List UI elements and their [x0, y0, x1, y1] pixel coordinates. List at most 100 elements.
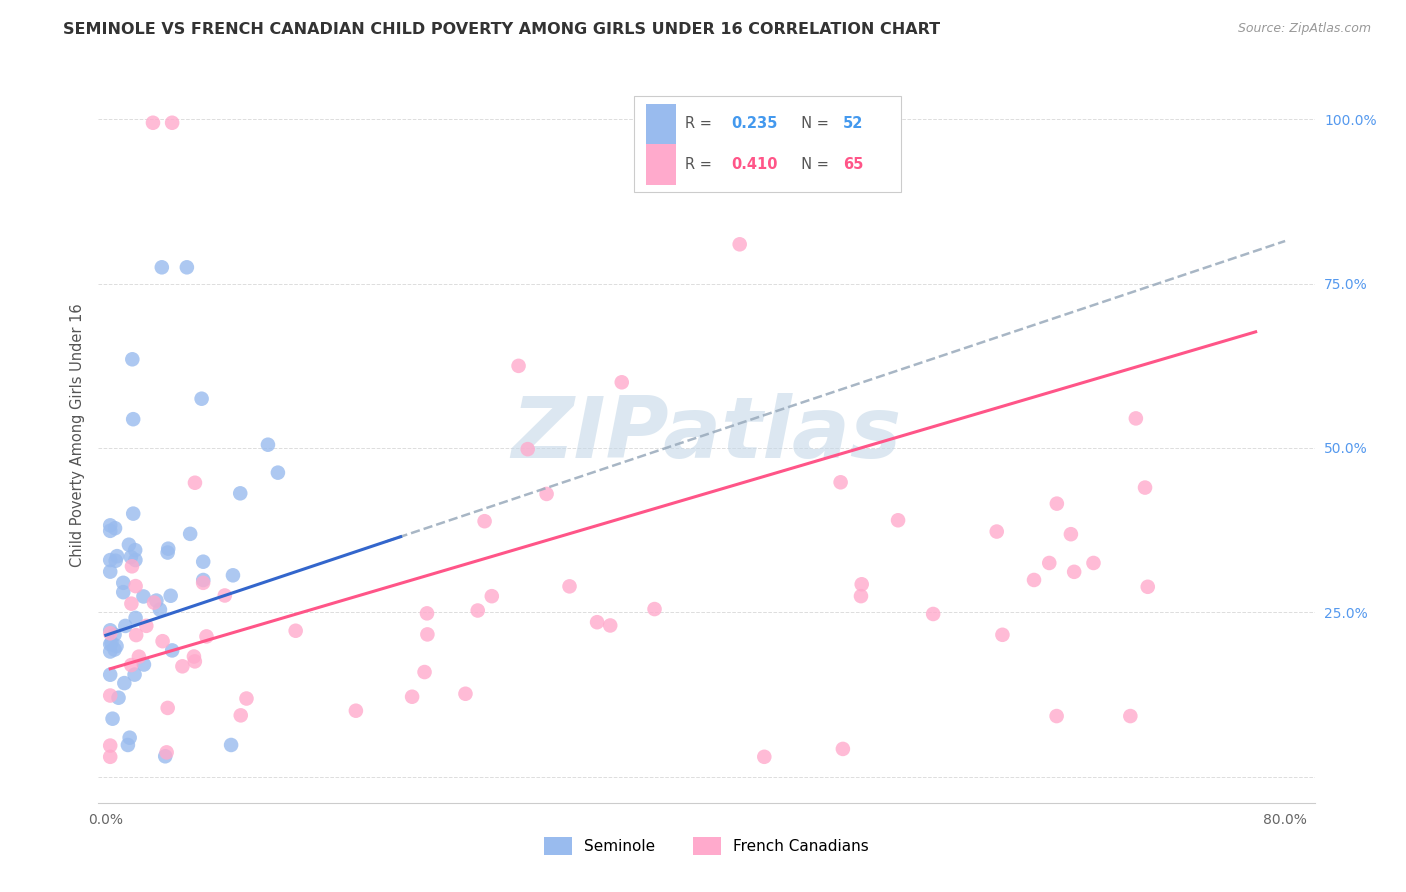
French Canadians [830, 475, 852, 490]
Seminole [118, 538, 141, 552]
French Canadians [1136, 580, 1159, 594]
French Canadians [143, 596, 166, 610]
French Canadians [401, 690, 423, 704]
French Canadians [1038, 556, 1060, 570]
French Canadians [849, 589, 872, 603]
Seminole [120, 549, 142, 564]
French Canadians [124, 579, 146, 593]
French Canadians [125, 628, 148, 642]
Text: R =: R = [685, 156, 716, 171]
Seminole [155, 749, 177, 764]
French Canadians [191, 575, 214, 590]
Seminole [124, 553, 146, 567]
French Canadians [754, 749, 776, 764]
French Canadians [1119, 709, 1142, 723]
Seminole [98, 637, 121, 651]
French Canadians [481, 589, 503, 603]
Text: 0.235: 0.235 [731, 116, 778, 131]
Seminole [160, 643, 183, 657]
French Canadians [467, 603, 489, 617]
Seminole [229, 486, 252, 500]
Text: 65: 65 [842, 156, 863, 171]
Text: SEMINOLE VS FRENCH CANADIAN CHILD POVERTY AMONG GIRLS UNDER 16 CORRELATION CHART: SEMINOLE VS FRENCH CANADIAN CHILD POVERT… [63, 22, 941, 37]
Seminole [124, 543, 146, 558]
French Canadians [120, 658, 142, 673]
Text: 0.410: 0.410 [731, 156, 778, 171]
French Canadians [851, 577, 873, 591]
French Canadians [214, 589, 236, 603]
Seminole [145, 593, 167, 607]
French Canadians [831, 742, 853, 756]
French Canadians [98, 739, 121, 753]
French Canadians [128, 649, 150, 664]
Seminole [104, 521, 127, 535]
Seminole [98, 667, 121, 681]
Seminole [132, 657, 155, 672]
Seminole [105, 639, 128, 653]
French Canadians [135, 619, 157, 633]
Seminole [117, 738, 139, 752]
French Canadians [156, 745, 179, 759]
French Canadians [184, 654, 207, 668]
French Canadians [120, 597, 142, 611]
French Canadians [152, 634, 174, 648]
Seminole [98, 518, 121, 533]
Seminole [114, 619, 136, 633]
Seminole [112, 676, 135, 690]
Text: N =: N = [792, 116, 834, 131]
Seminole [122, 412, 145, 426]
Text: N =: N = [792, 156, 834, 171]
Seminole [104, 554, 127, 568]
French Canadians [536, 487, 558, 501]
French Canadians [991, 628, 1014, 642]
Seminole [179, 526, 201, 541]
Seminole [124, 667, 146, 681]
French Canadians [183, 649, 205, 664]
Seminole [103, 627, 125, 641]
Seminole [98, 624, 121, 638]
Seminole [190, 392, 212, 406]
French Canadians [986, 524, 1008, 539]
French Canadians [1060, 527, 1083, 541]
French Canadians [586, 615, 609, 630]
French Canadians [728, 237, 751, 252]
French Canadians [121, 559, 143, 574]
French Canadians [1125, 411, 1147, 425]
French Canadians [344, 704, 367, 718]
French Canadians [922, 607, 945, 621]
Text: Source: ZipAtlas.com: Source: ZipAtlas.com [1237, 22, 1371, 36]
French Canadians [98, 626, 121, 640]
Text: R =: R = [685, 116, 716, 131]
French Canadians [610, 376, 633, 390]
French Canadians [454, 687, 477, 701]
French Canadians [887, 513, 910, 527]
French Canadians [195, 629, 218, 643]
Seminole [176, 260, 198, 275]
Seminole [101, 712, 124, 726]
French Canadians [156, 701, 179, 715]
Seminole [157, 541, 180, 556]
French Canadians [508, 359, 530, 373]
French Canadians [235, 691, 257, 706]
French Canadians [599, 618, 621, 632]
French Canadians [1046, 709, 1069, 723]
Seminole [257, 438, 280, 452]
Seminole [193, 555, 215, 569]
Seminole [100, 636, 122, 650]
Seminole [122, 507, 145, 521]
FancyBboxPatch shape [634, 96, 901, 192]
Seminole [149, 602, 172, 616]
French Canadians [416, 607, 439, 621]
Seminole [98, 644, 121, 658]
French Canadians [474, 514, 496, 528]
Bar [645, 103, 676, 145]
Seminole [98, 565, 121, 579]
Seminole [150, 260, 173, 275]
French Canadians [98, 749, 121, 764]
Seminole [98, 524, 121, 538]
French Canadians [142, 116, 165, 130]
French Canadians [184, 475, 207, 490]
French Canadians [98, 689, 121, 703]
Bar [645, 145, 676, 185]
French Canadians [413, 665, 436, 679]
